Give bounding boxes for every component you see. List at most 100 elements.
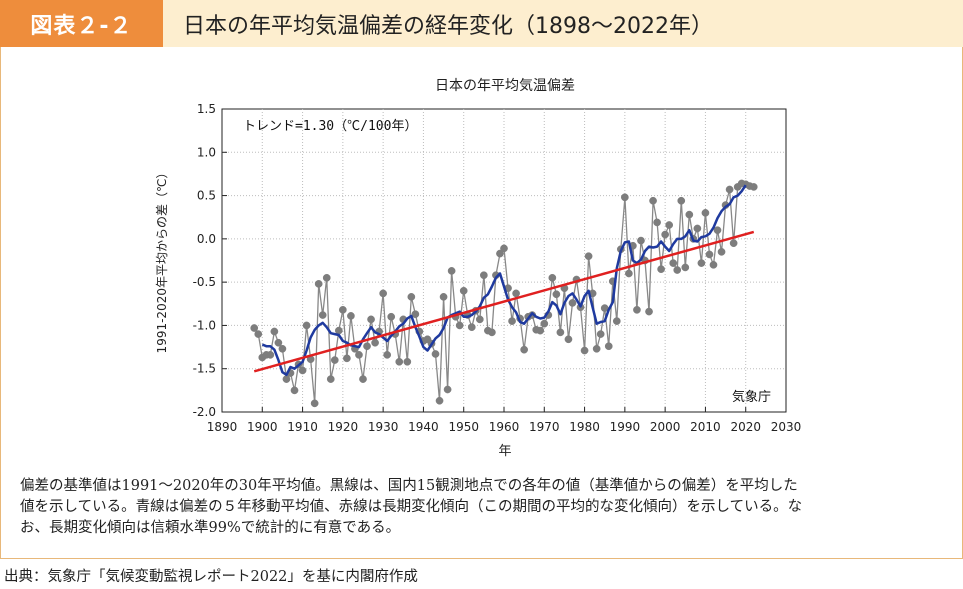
y-tick-label: -1.0	[193, 318, 216, 332]
annual-value-point	[709, 260, 718, 269]
annual-value-point	[355, 351, 363, 359]
y-tick-label: -1.5	[193, 362, 216, 376]
x-tick-label: 2010	[690, 420, 721, 434]
trend-line	[253, 230, 755, 373]
x-tick-label: 1890	[207, 420, 238, 434]
annual-value-point	[339, 305, 347, 314]
annual-value-point	[254, 330, 263, 338]
annual-value-point	[383, 351, 392, 359]
annual-value-point	[564, 335, 573, 344]
annual-value-point	[496, 249, 504, 258]
axis-ticks: 1890 1900 1910 1920 1930 1940 1950 1960 1970 1980…	[193, 102, 802, 434]
annual-value-point	[729, 239, 738, 248]
x-tick-label: 1980	[569, 420, 600, 434]
annual-value-point	[318, 311, 327, 319]
annual-value-point	[290, 386, 299, 395]
annual-value-point	[612, 317, 621, 325]
annual-value-point	[681, 263, 690, 272]
annual-value-point	[665, 221, 674, 229]
y-tick-label: 1.0	[197, 145, 216, 159]
annual-value-point	[274, 338, 283, 347]
annual-value-point	[488, 328, 496, 337]
annual-value-point	[403, 357, 412, 366]
annual-value-point	[443, 385, 452, 394]
annual-value-point	[705, 250, 714, 259]
figure-header: 図表２-２ 日本の年平均気温偏差の経年変化（1898～2022年）	[0, 0, 963, 47]
x-tick-label: 1940	[408, 420, 439, 434]
figure-caption: 偏差の基準値は1991～2020年の30年平均値。黒線は、国内15観測地点での各…	[20, 476, 950, 539]
annual-value-point	[649, 196, 657, 205]
annual-value-point	[467, 323, 476, 332]
annual-value-point	[637, 236, 645, 245]
annual-value-point	[379, 289, 387, 298]
figure-number: 図表２-２	[0, 0, 163, 47]
caption-line-2: 値を示している。青線は偏差の５年移動平均値、赤線は長期変化傾向（この期間の平均的…	[20, 499, 803, 515]
annual-value-point	[520, 345, 528, 354]
annual-value-point	[512, 289, 520, 298]
annual-value-point	[411, 310, 420, 319]
annual-value-point	[343, 354, 351, 363]
annual-value-point	[536, 326, 545, 335]
x-tick-label: 1930	[368, 420, 399, 434]
x-tick-label: 2000	[650, 420, 681, 434]
annual-value-point	[596, 330, 605, 338]
y-axis-label: 1991-2020年平均からの差（℃）	[155, 167, 169, 354]
annual-value-point	[661, 230, 669, 239]
x-tick-label: 1960	[489, 420, 520, 434]
annual-value-point	[717, 247, 726, 256]
trend-annotation: トレンド=1.30（℃/100年）	[243, 119, 417, 134]
annual-value-point	[371, 338, 379, 347]
annual-value-point	[673, 266, 682, 274]
y-tick-label: 0.0	[197, 232, 216, 246]
source-note: 出典：気象庁「気候変動監視レポート2022」を基に内閣府作成	[4, 569, 418, 585]
figure-title: 日本の年平均気温偏差の経年変化（1898～2022年）	[183, 13, 713, 39]
chart-title: 日本の年平均気温偏差	[435, 78, 575, 94]
annual-value-point	[298, 366, 307, 375]
annual-value-point	[475, 315, 484, 324]
x-tick-label: 2030	[771, 420, 802, 434]
annual-value-point	[548, 273, 557, 282]
annual-value-point	[367, 315, 375, 324]
annual-value-point	[459, 286, 468, 295]
annual-value-point	[580, 346, 589, 355]
annual-value-point	[314, 280, 323, 288]
annual-value-point	[625, 269, 633, 278]
annual-value-point	[653, 218, 661, 227]
annual-value-point	[334, 326, 343, 335]
annual-value-point	[685, 210, 694, 219]
annual-value-point	[387, 312, 396, 321]
annual-value-point	[633, 305, 641, 314]
x-tick-label: 2020	[730, 420, 761, 434]
annual-value-point	[725, 185, 734, 194]
annual-value-point	[508, 317, 516, 325]
x-tick-label: 1990	[610, 420, 641, 434]
annual-value-point	[540, 319, 549, 328]
caption-line-3: お、長期変化傾向は信頼水準99%で統計的に有意である。	[20, 520, 401, 536]
annual-value-point	[347, 312, 355, 320]
annual-value-point	[330, 356, 339, 364]
annual-value-point	[322, 273, 331, 282]
annual-value-point	[480, 271, 488, 280]
x-tick-label: 1900	[247, 420, 278, 434]
annual-value-point	[326, 375, 335, 383]
annual-value-point	[604, 342, 613, 351]
temperature-anomaly-chart: 日本の年平均気温偏差 1890 1900 1910 1920 1930 1940 1950 1…	[155, 78, 802, 459]
annual-value-point	[568, 299, 577, 307]
annual-value-point	[693, 224, 702, 233]
annual-value-point	[552, 290, 561, 299]
annual-value-point	[669, 259, 678, 267]
trend-line-series	[253, 230, 755, 373]
annual-value-point	[584, 252, 593, 261]
y-tick-label: -0.5	[193, 275, 216, 289]
annual-value-point	[435, 396, 444, 405]
annual-value-point	[645, 307, 653, 316]
annual-value-point	[713, 226, 722, 235]
annual-value-point	[270, 327, 279, 336]
annual-value-point	[407, 293, 416, 301]
x-axis-label: 年	[498, 444, 511, 459]
y-tick-label: 1.5	[197, 102, 216, 116]
y-tick-label: 0.5	[197, 189, 216, 203]
annual-value-point	[359, 375, 367, 383]
annual-value-point	[447, 267, 456, 275]
annual-value-point	[749, 183, 758, 191]
